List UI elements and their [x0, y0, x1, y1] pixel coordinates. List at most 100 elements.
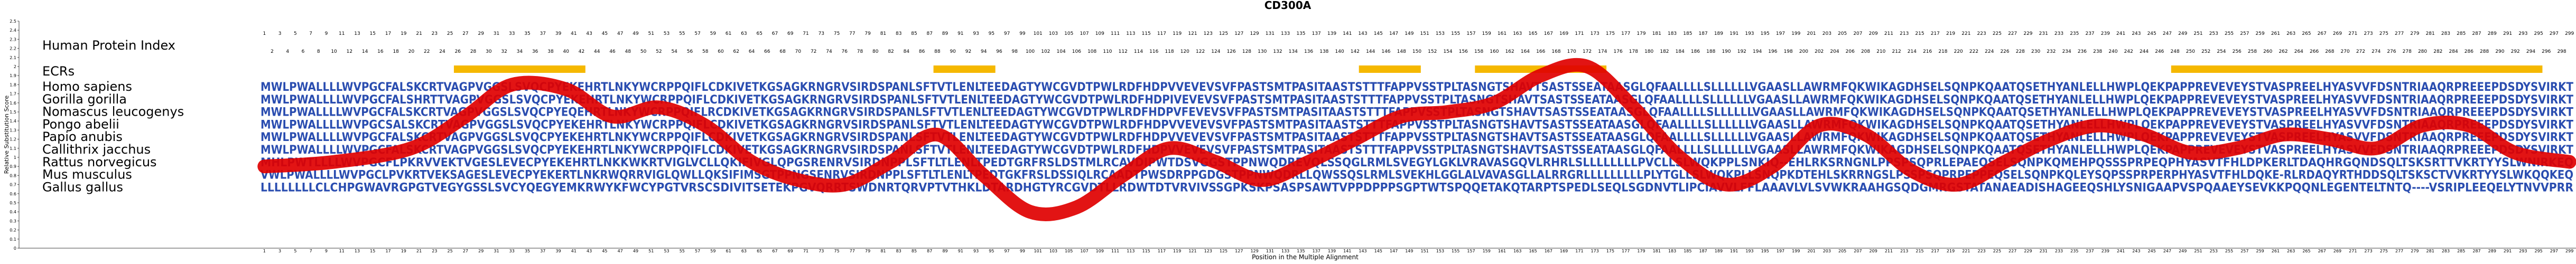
- human-index-even: 154: [1443, 49, 1452, 54]
- human-index-odd: 231: [2039, 31, 2048, 36]
- human-index-odd: 265: [2302, 31, 2311, 36]
- chart-title: CD300A: [1264, 0, 1312, 12]
- human-index-even: 194: [1753, 49, 1762, 54]
- x-tick-label: 183: [1668, 249, 1676, 253]
- human-index-even: 224: [1985, 49, 1994, 54]
- human-index-even-row: 2 4 6 8 10 12 14 16 18 20 22 24 26 28 30 32 34 36 38 40 42 44…: [271, 49, 2566, 54]
- ecr-bar: [933, 65, 996, 73]
- human-index-even: 62: [733, 49, 739, 54]
- x-tick-label: 57: [695, 249, 700, 253]
- human-index-even: 150: [1412, 49, 1421, 54]
- x-tick-label: 149: [1405, 249, 1413, 253]
- human-index-even: 260: [2263, 49, 2272, 54]
- sequence-row: LLLLLLLLCLCHPGWAVRGPGTVEGYGSSLSVCYQEGYEM…: [261, 181, 2573, 194]
- x-tick-label: 211: [1885, 249, 1893, 253]
- human-index-odd: 297: [2550, 31, 2559, 36]
- x-tick-label: 49: [633, 249, 638, 253]
- x-tick-label: 187: [1699, 249, 1707, 253]
- human-index-odd: 113: [1126, 31, 1135, 36]
- x-tick-label: 257: [2240, 249, 2248, 253]
- human-index-even: 232: [2047, 49, 2056, 54]
- human-index-odd: 159: [1482, 31, 1491, 36]
- human-index-odd: 289: [2488, 31, 2497, 36]
- x-tick-label: 125: [1220, 249, 1227, 253]
- human-index-odd: 195: [1761, 31, 1770, 36]
- human-index-odd: 59: [710, 31, 717, 36]
- human-index-odd: 283: [2441, 31, 2450, 36]
- score-line-layer: [257, 58, 2576, 221]
- y-tick-label: 0: [14, 246, 16, 251]
- human-index-even: 152: [1428, 49, 1437, 54]
- human-index-odd: 189: [1714, 31, 1723, 36]
- human-index-even: 148: [1397, 49, 1406, 54]
- human-index-odd: 71: [803, 31, 808, 36]
- human-index-odd: 291: [2503, 31, 2512, 36]
- x-tick-label: 89: [942, 249, 947, 253]
- human-index-odd: 99: [1019, 31, 1026, 36]
- human-index-even: 8: [317, 49, 320, 54]
- human-index-odd: 207: [1853, 31, 1862, 36]
- x-tick-label: 185: [1684, 249, 1691, 253]
- human-index-even: 90: [950, 49, 956, 54]
- sequence-row: MWLPWALLLLWVPGCSALSKCRTVAGPVGGSLSVQCPYEK…: [261, 118, 2573, 131]
- human-index-odd: 271: [2348, 31, 2357, 36]
- human-index-even: 234: [2062, 49, 2071, 54]
- human-index-odd: 245: [2147, 31, 2156, 36]
- human-index-even: 146: [1381, 49, 1390, 54]
- x-tick-label: 71: [803, 249, 808, 253]
- human-index-even: 46: [609, 49, 616, 54]
- species-label: Papio anubis: [42, 129, 123, 144]
- human-index-even: 280: [2418, 49, 2427, 54]
- y-tick-label: 0.1: [10, 237, 16, 242]
- human-index-even: 156: [1459, 49, 1468, 54]
- human-index-odd: 255: [2225, 31, 2234, 36]
- x-tick-label: 271: [2349, 249, 2357, 253]
- y-tick-label: 1.9: [10, 73, 16, 78]
- human-index-odd: 199: [1791, 31, 1800, 36]
- x-tick-label: 11: [339, 249, 345, 253]
- human-index-even: 262: [2279, 49, 2287, 54]
- x-tick-label: 147: [1390, 249, 1398, 253]
- human-index-even: 92: [965, 49, 971, 54]
- y-tick-label: 1.5: [10, 110, 16, 115]
- y-tick-label: 0.9: [10, 164, 16, 169]
- y-tick-label: 2.3: [10, 37, 16, 42]
- human-index-odd: 277: [2395, 31, 2404, 36]
- human-index-even: 56: [687, 49, 693, 54]
- human-index-odd: 39: [555, 31, 562, 36]
- x-tick-label: 5: [294, 249, 296, 253]
- sequence-row: MWLPWALLLLWVPGCFALSKCRTVAGPVGGSLSVQCPYEK…: [261, 131, 2573, 144]
- x-tick-label: 165: [1529, 249, 1537, 253]
- x-tick-label: 63: [741, 249, 747, 253]
- x-tick-label: 113: [1127, 249, 1134, 253]
- human-index-even: 14: [362, 49, 368, 54]
- human-index-even: 158: [1474, 49, 1483, 54]
- human-index-even: 214: [1908, 49, 1917, 54]
- human-index-odd: 19: [401, 31, 407, 36]
- human-index-odd: 225: [1993, 31, 2002, 36]
- human-protein-index-track: Human Protein Index 1 3 5 7 9 11 13 15 17 19 21 23 2…: [42, 31, 2574, 54]
- human-index-odd: 103: [1049, 31, 1058, 36]
- human-index-even: 216: [1923, 49, 1932, 54]
- human-index-odd: 299: [2565, 31, 2574, 36]
- x-tick-label: 123: [1204, 249, 1212, 253]
- human-index-odd: 251: [2193, 31, 2202, 36]
- x-tick-label: 177: [1622, 249, 1630, 253]
- human-index-even: 180: [1644, 49, 1653, 54]
- human-index-odd: 205: [1838, 31, 1847, 36]
- x-tick-label: 69: [788, 249, 793, 253]
- human-index-odd: 25: [447, 31, 453, 36]
- human-index-odd: 51: [648, 31, 654, 36]
- human-index-even: 18: [393, 49, 399, 54]
- human-index-even: 110: [1103, 49, 1112, 54]
- human-index-odd: 215: [1915, 31, 1924, 36]
- x-tick-label: 217: [1931, 249, 1939, 253]
- x-tick-label: 119: [1173, 249, 1181, 253]
- human-index-even: 122: [1196, 49, 1205, 54]
- human-index-odd: 295: [2534, 31, 2543, 36]
- y-tick-label: 1.6: [10, 101, 16, 106]
- x-tick-label: 277: [2395, 249, 2403, 253]
- human-index-even: 106: [1072, 49, 1081, 54]
- human-index-odd: 89: [942, 31, 948, 36]
- human-index-even: 220: [1954, 49, 1963, 54]
